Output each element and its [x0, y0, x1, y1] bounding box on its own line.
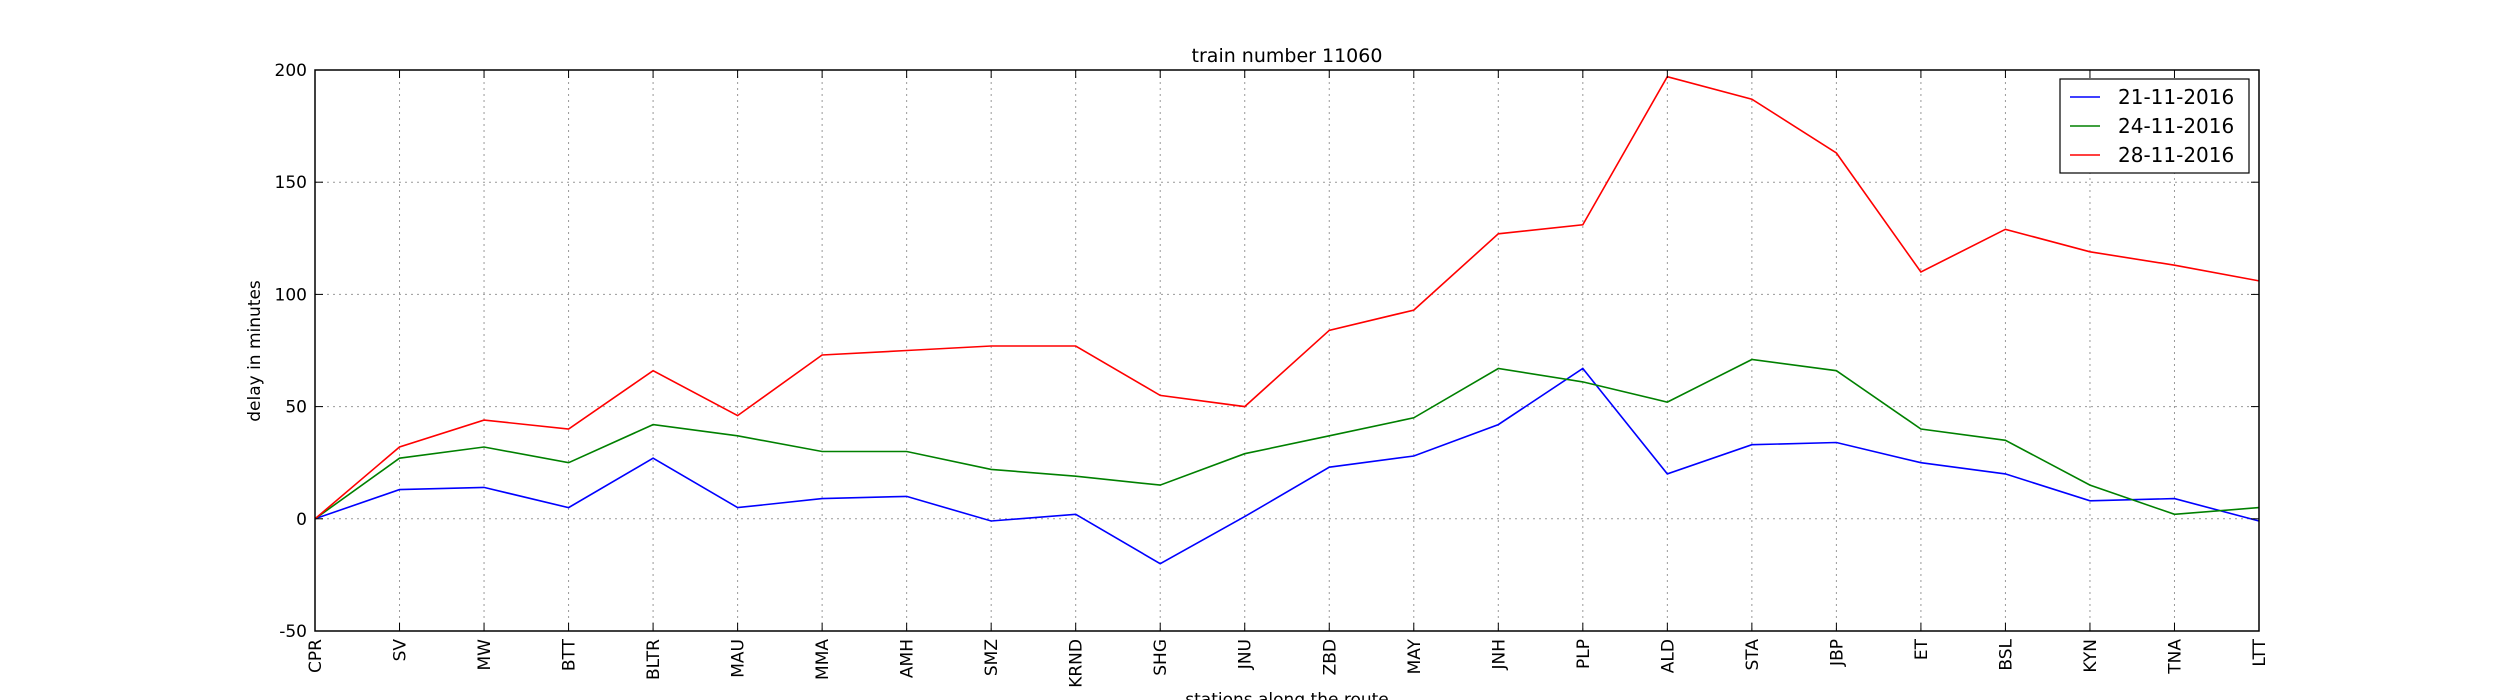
x-tick-label: ALD — [1658, 639, 1678, 673]
grid-lines — [315, 70, 2259, 631]
y-tick-label: 50 — [285, 398, 307, 418]
y-axis-ticks: -50 0 50 100 150 200 — [275, 61, 2259, 642]
x-tick-label: JNU — [1236, 639, 1256, 670]
x-tick-label: CPR — [306, 639, 326, 673]
x-tick-label: SHG — [1151, 639, 1171, 676]
y-tick-label: -50 — [279, 622, 307, 642]
x-tick-label: ET — [1912, 638, 1932, 660]
x-tick-label: KYN — [2081, 639, 2101, 673]
x-tick-label: JNH — [1489, 639, 1509, 671]
x-tick-label: BLTR — [644, 639, 664, 680]
legend-label: 24-11-2016 — [2118, 114, 2234, 138]
y-tick-label: 150 — [275, 173, 307, 193]
x-axis-label: stations along the route — [1185, 690, 1389, 700]
x-tick-label: MW — [475, 639, 495, 671]
series-lines — [314, 75, 2260, 565]
x-tick-label: STA — [1743, 639, 1763, 671]
legend-label: 28-11-2016 — [2118, 143, 2234, 167]
y-tick-label: 100 — [275, 285, 307, 305]
x-tick-label: AMH — [898, 639, 918, 678]
chart-title: train number 11060 — [1192, 45, 1383, 67]
x-tick-label: MAU — [729, 639, 749, 678]
y-tick-label: 0 — [296, 510, 307, 530]
x-tick-label: MAY — [1405, 638, 1425, 674]
series-line-21-11-2016 — [314, 367, 2260, 565]
legend-label: 21-11-2016 — [2118, 85, 2234, 109]
x-tick-label: BTT — [560, 638, 580, 671]
x-tick-label: LTT — [2250, 638, 2270, 666]
plot-frame — [314, 69, 2260, 632]
legend: 21-11-2016 24-11-2016 28-11-2016 — [2059, 78, 2250, 174]
y-tick-label: 200 — [275, 61, 307, 81]
y-axis-label: delay in minutes — [245, 280, 265, 422]
series-line-24-11-2016 — [314, 358, 2260, 520]
series-line-28-11-2016 — [314, 75, 2260, 520]
x-tick-label: TNA — [2165, 639, 2185, 675]
x-tick-label: JBP — [1827, 639, 1847, 667]
x-tick-label: SV — [391, 639, 411, 662]
x-tick-label: SMZ — [982, 639, 1002, 676]
x-tick-label: ZBD — [1320, 639, 1340, 675]
x-axis-ticks: CPR SV MW BTT BLTR MAU MMA AMH SMZ KRND SHG JNU ZBD M… — [306, 70, 2270, 688]
x-tick-label: BSL — [1996, 638, 2016, 670]
x-tick-label: PLP — [1574, 639, 1594, 669]
x-tick-label: MMA — [813, 639, 833, 680]
x-tick-label: KRND — [1067, 639, 1087, 688]
